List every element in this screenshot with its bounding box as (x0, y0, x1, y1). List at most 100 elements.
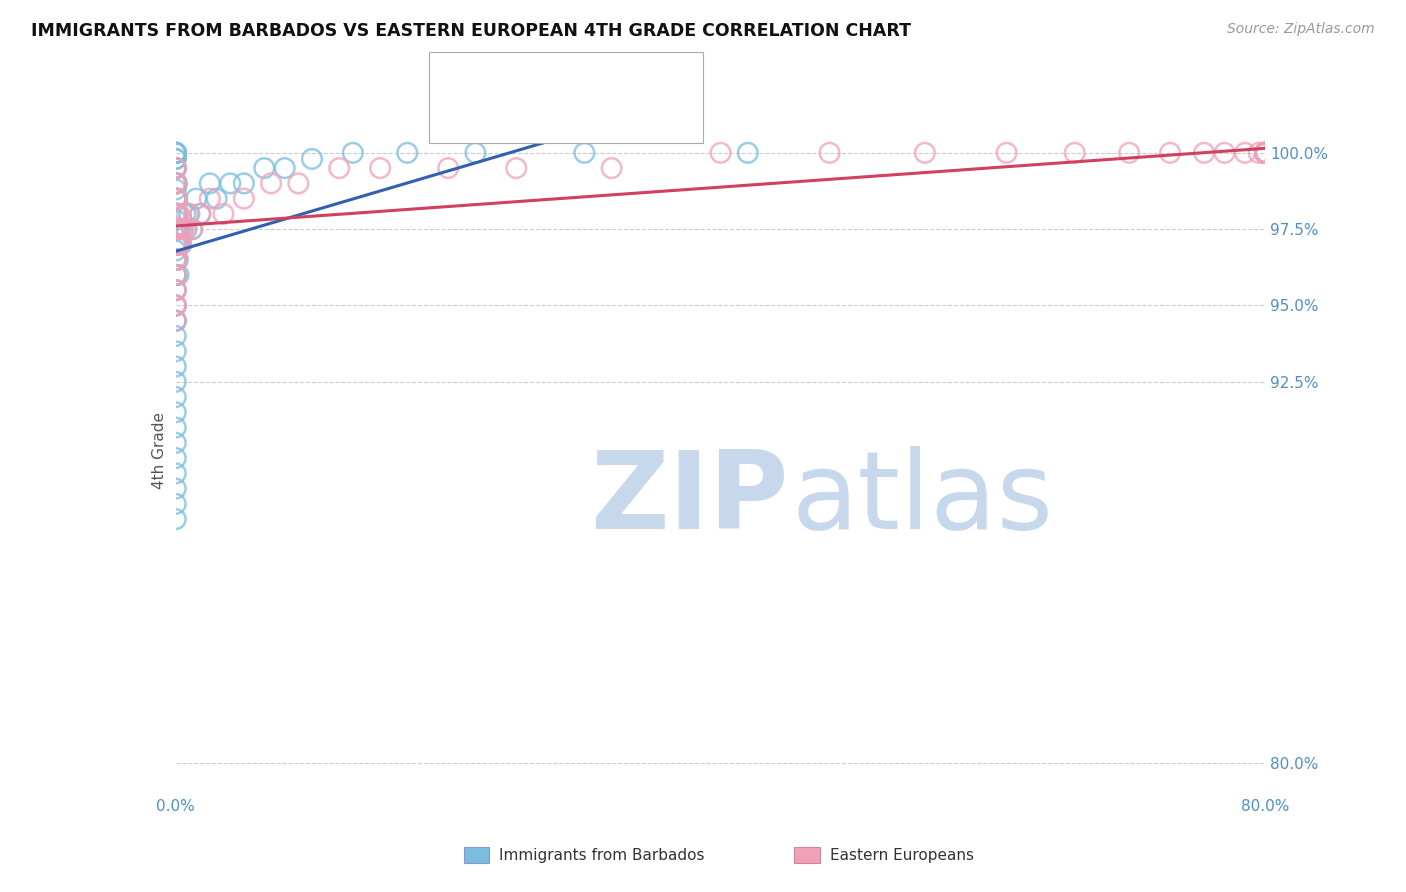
Point (1254, 145, 1277, 160)
Point (165, 145, 187, 160)
Point (165, 390, 187, 404)
Point (166, 222, 188, 236)
Point (165, 329, 187, 343)
Point (437, 161, 460, 175)
Point (1063, 145, 1085, 160)
Bar (447, 69, 478, 88)
Point (165, 268, 187, 282)
Point (1192, 145, 1215, 160)
Point (174, 207, 197, 221)
Point (1254, 145, 1277, 160)
Point (165, 314, 187, 328)
Point (1254, 145, 1277, 160)
Point (181, 222, 204, 236)
Point (165, 497, 187, 511)
Point (170, 237, 193, 252)
Text: R =  0.172   N = 87: R = 0.172 N = 87 (486, 70, 662, 87)
Point (167, 237, 190, 252)
Point (165, 177, 187, 191)
Point (165, 145, 187, 160)
Point (165, 222, 187, 236)
Point (1254, 145, 1277, 160)
Point (165, 237, 187, 252)
Point (737, 145, 759, 160)
Point (1254, 145, 1277, 160)
Point (166, 207, 188, 221)
Point (165, 344, 187, 359)
Text: Eastern Europeans: Eastern Europeans (830, 848, 973, 863)
Point (165, 207, 187, 221)
Point (165, 182, 187, 196)
Point (995, 145, 1018, 160)
Point (188, 207, 211, 221)
Point (165, 177, 187, 191)
Point (177, 207, 200, 221)
Point (1159, 145, 1181, 160)
Point (165, 283, 187, 297)
Point (165, 237, 187, 252)
Point (198, 192, 221, 206)
Point (914, 145, 936, 160)
Point (181, 222, 204, 236)
Point (396, 145, 419, 160)
Point (167, 237, 190, 252)
Point (165, 244, 187, 258)
Point (165, 177, 187, 191)
Point (167, 222, 190, 236)
Point (166, 192, 188, 206)
Point (1233, 145, 1256, 160)
Point (165, 298, 187, 312)
Point (212, 207, 235, 221)
Point (165, 314, 187, 328)
Point (464, 145, 486, 160)
Point (301, 152, 323, 166)
Point (505, 161, 527, 175)
Point (165, 177, 187, 191)
Point (232, 192, 254, 206)
Bar (794, 847, 820, 863)
Point (165, 512, 187, 526)
Point (165, 268, 187, 282)
Point (165, 145, 187, 160)
Point (165, 435, 187, 450)
Point (328, 161, 350, 175)
Point (1254, 145, 1277, 160)
Point (1118, 145, 1140, 160)
Text: IMMIGRANTS FROM BARBADOS VS EASTERN EUROPEAN 4TH GRADE CORRELATION CHART: IMMIGRANTS FROM BARBADOS VS EASTERN EURO… (31, 22, 911, 40)
Point (186, 192, 208, 206)
Point (274, 161, 297, 175)
Point (174, 222, 197, 236)
Point (172, 222, 194, 236)
Point (1247, 145, 1270, 160)
Point (1254, 145, 1277, 160)
Point (165, 207, 187, 221)
Point (710, 145, 733, 160)
Point (165, 375, 187, 389)
Point (368, 161, 391, 175)
Point (165, 145, 187, 160)
Point (166, 222, 188, 236)
Point (205, 192, 228, 206)
Point (600, 161, 623, 175)
Point (165, 283, 187, 297)
Point (166, 252, 188, 267)
Point (1213, 145, 1236, 160)
Point (166, 207, 188, 221)
Point (1254, 145, 1277, 160)
Point (165, 152, 187, 166)
Point (1254, 145, 1277, 160)
Point (172, 222, 194, 236)
Point (169, 222, 191, 236)
Point (165, 213, 187, 227)
Text: ZIP: ZIP (591, 445, 789, 551)
Point (165, 145, 187, 160)
Bar (447, 104, 478, 124)
Point (165, 298, 187, 312)
Point (165, 252, 187, 267)
Point (165, 268, 187, 282)
Point (1254, 145, 1277, 160)
Point (1254, 145, 1277, 160)
Point (574, 145, 596, 160)
Point (169, 222, 191, 236)
Point (1254, 145, 1277, 160)
